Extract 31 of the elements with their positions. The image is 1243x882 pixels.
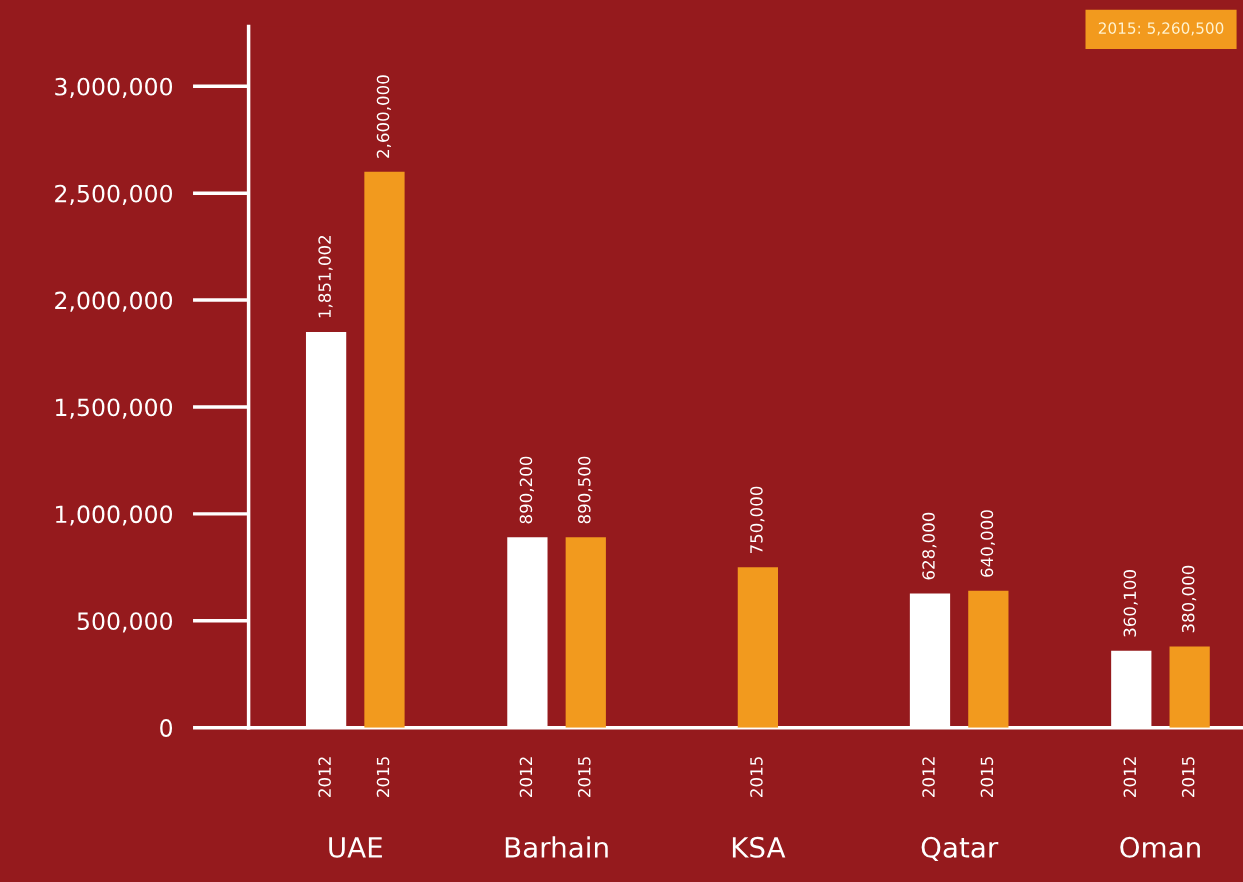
y-tick-label: 3,000,000 bbox=[55, 77, 173, 99]
text: 2015 bbox=[1181, 757, 1195, 797]
y-tick-label: 2,000,000 bbox=[55, 291, 173, 312]
text: 2015 bbox=[980, 757, 994, 797]
y-tick-label: 0 bbox=[160, 719, 173, 737]
text: 2012 bbox=[922, 757, 935, 797]
data-label: 1,851,002 bbox=[318, 235, 333, 318]
y-tick-label: 500,000 bbox=[77, 612, 173, 633]
x-tick-label: UAE bbox=[329, 837, 382, 858]
data-label: 380,000 bbox=[1181, 565, 1197, 633]
text: 2012 bbox=[318, 757, 331, 797]
data-label: 750,000 bbox=[750, 486, 765, 554]
text: 2015 bbox=[750, 757, 763, 797]
data-label: 628,000 bbox=[922, 512, 937, 580]
annotation: 2015: 5,260,500 bbox=[1098, 22, 1224, 36]
text: 2012 bbox=[519, 757, 533, 797]
x-tick-label: KSA bbox=[732, 836, 786, 858]
x-tick-label: Oman bbox=[1120, 836, 1200, 858]
data-label: 640,000 bbox=[980, 510, 995, 577]
y-tick-label: 1,000,000 bbox=[56, 505, 173, 526]
text: 2015 bbox=[578, 757, 591, 797]
data-label: 2,600,000 bbox=[376, 75, 392, 158]
y-tick-label: 2,500,000 bbox=[55, 184, 173, 205]
x-tick-label: Barhain bbox=[505, 836, 608, 858]
data-label: 890,500 bbox=[578, 456, 593, 524]
data-label: 360,100 bbox=[1123, 570, 1138, 637]
x-tick-label: Qatar bbox=[921, 836, 999, 862]
y-tick-label: 1,500,000 bbox=[56, 398, 173, 419]
data-label: 890,200 bbox=[519, 456, 534, 524]
text: 2012 bbox=[1123, 757, 1137, 797]
text: 2015 bbox=[376, 757, 390, 797]
